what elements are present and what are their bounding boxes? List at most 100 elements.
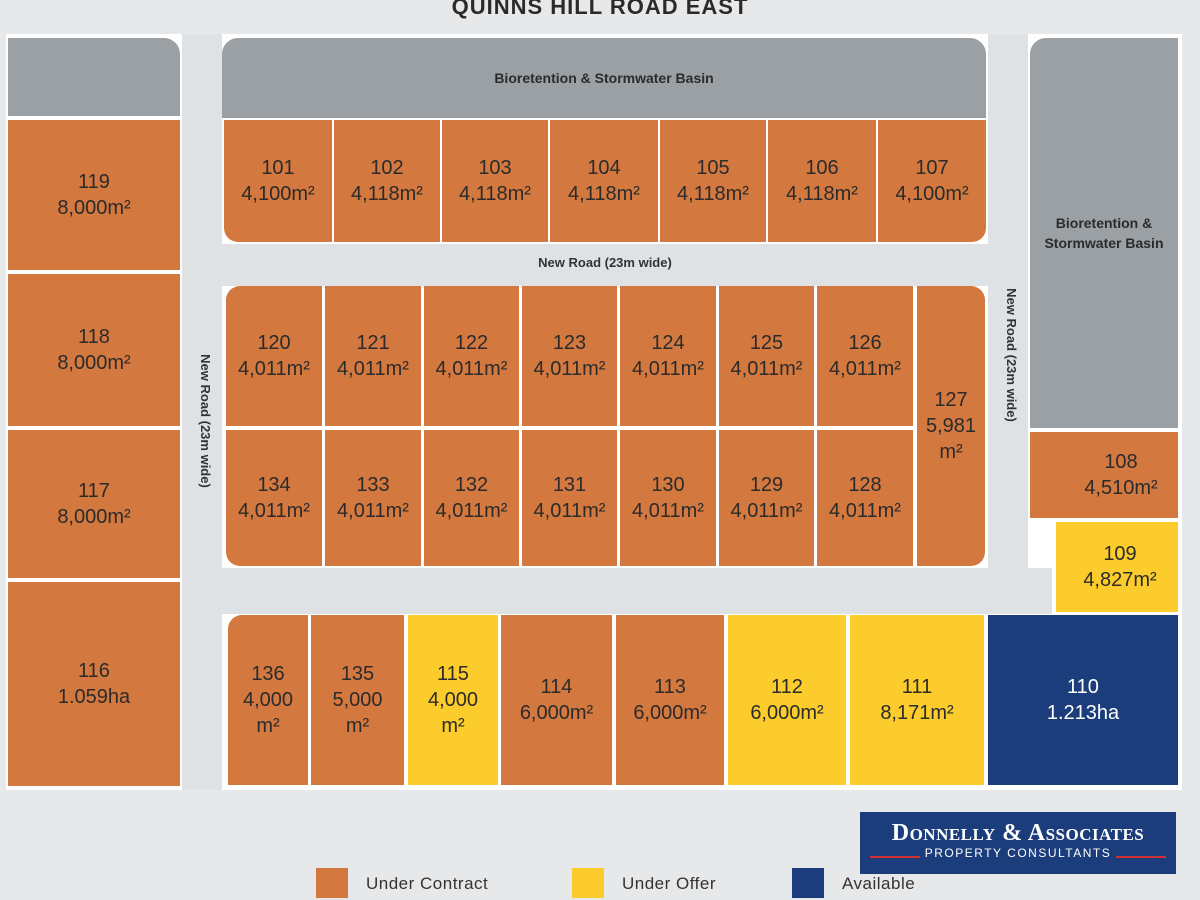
lot-123[interactable]: 123 4,011m² [522,286,617,426]
lot-area: 4,011m² [829,358,901,380]
lot-number: 113 [654,676,686,698]
legend-label-available: Available [842,874,916,893]
lot-number: 133 [356,474,390,496]
lot-124[interactable]: 124 4,011m² [620,286,716,426]
lot-number: 106 [805,157,839,179]
lot-number: 115 [437,663,469,685]
lot-area: 4,011m² [337,358,409,380]
lot-102[interactable]: 102 4,118m² [334,120,440,242]
logo-divider [1116,856,1166,858]
lot-area: 4,118m² [677,183,749,205]
lot-area: 4,011m² [730,358,803,380]
lot-number: 109 [1103,543,1137,565]
lot-130[interactable]: 130 4,011m² [620,430,716,566]
lot-number: 114 [540,676,573,698]
lot-number: 112 [771,676,803,698]
lot-number: 136 [251,663,285,685]
lot-area: 4,011m² [632,358,704,380]
lot-number: 134 [257,474,291,496]
lot-108[interactable]: 108 4,510m² [1030,432,1178,518]
lot-132[interactable]: 132 4,011m² [424,430,519,566]
lot-118[interactable]: 118 8,000m² [8,274,180,426]
lot-135[interactable]: 135 5,000 m² [311,615,404,785]
lot-116[interactable]: 116 1.059ha [8,582,180,786]
legend-swatch-under-offer [572,868,604,898]
lot-115[interactable]: 115 4,000 m² [408,615,498,785]
lot-number: 110 [1067,676,1099,698]
logo-divider [870,856,920,858]
logo-tagline: PROPERTY CONSULTANTS [924,846,1112,860]
stormwater-basin-right: Bioretention & Stormwater Basin [1030,38,1178,428]
company-logo: Donnelly & Associates PROPERTY CONSULTAN… [860,812,1176,874]
lot-area: 4,011m² [435,500,508,522]
lot-number: 108 [1104,451,1138,473]
lot-105[interactable]: 105 4,118m² [660,120,766,242]
road-network [182,244,1028,286]
lot-number: 132 [454,474,489,496]
lot-121[interactable]: 121 4,011m² [325,286,421,426]
lot-area: 5,981 m² [925,415,977,463]
lot-area: 5,000 m² [332,689,383,737]
lot-136[interactable]: 136 4,000 m² [228,615,308,785]
lot-number: 119 [78,171,110,193]
road-network [182,34,222,790]
lot-112[interactable]: 112 6,000m² [728,615,846,785]
lot-area: 4,118m² [568,183,640,205]
road-network [182,568,1052,614]
lot-117[interactable]: 117 8,000m² [8,430,180,578]
basin-label: Bioretention & Stormwater Basin [1044,215,1164,251]
lot-113[interactable]: 113 6,000m² [616,615,724,785]
lot-number: 101 [261,157,295,179]
lot-number: 126 [848,332,882,354]
lot-111[interactable]: 111 8,171m² [850,615,984,785]
lot-110[interactable]: 110 1.213ha [988,615,1178,785]
lot-number: 125 [749,332,784,354]
lot-125[interactable]: 125 4,011m² [719,286,814,426]
lot-area: 6,000m² [633,702,707,724]
lot-128[interactable]: 128 4,011m² [817,430,913,566]
lot-area: 4,118m² [459,183,531,205]
lot-area: 4,118m² [786,183,858,205]
lot-103[interactable]: 103 4,118m² [442,120,548,242]
lot-120[interactable]: 120 4,011m² [226,286,322,426]
lot-126[interactable]: 126 4,011m² [817,286,913,426]
road-label-left: New Road (23m wide) [198,354,213,488]
lot-109[interactable]: 109 4,827m² [1056,522,1178,612]
lot-area: 1.213ha [1046,702,1120,724]
legend-swatch-available [792,868,824,898]
lot-area: 4,011m² [730,500,803,522]
lot-area: 4,011m² [632,500,704,522]
lot-area: 4,510m² [1084,477,1158,499]
lot-129[interactable]: 129 4,011m² [719,430,814,566]
lot-134[interactable]: 134 4,011m² [226,430,322,566]
lot-number: 102 [370,157,404,179]
lot-number: 127 [934,389,968,411]
lot-122[interactable]: 122 4,011m² [424,286,519,426]
lot-127[interactable]: 127 5,981 m² [917,286,985,566]
lot-119[interactable]: 119 8,000m² [8,120,180,270]
basin-label: Bioretention & Stormwater Basin [494,70,714,86]
lot-number: 130 [651,474,685,496]
lot-number: 116 [78,660,110,682]
lot-number: 135 [340,663,375,685]
lot-area: 4,011m² [435,358,508,380]
lot-131[interactable]: 131 4,011m² [522,430,617,566]
road-network [988,34,1028,614]
lot-133[interactable]: 133 4,011m² [325,430,421,566]
lot-number: 105 [696,157,730,179]
lot-107[interactable]: 107 4,100m² [878,120,986,242]
legend-swatch-under-contract [316,868,348,898]
lot-number: 121 [356,332,390,354]
lot-114[interactable]: 114 6,000m² [501,615,612,785]
lot-area: 8,000m² [57,197,131,219]
lot-area: 4,011m² [337,500,409,522]
lot-104[interactable]: 104 4,118m² [550,120,658,242]
lot-101[interactable]: 101 4,100m² [224,120,332,242]
lot-number: 129 [749,474,784,496]
lot-number: 107 [915,157,949,179]
map-title: QUINNS HILL ROAD EAST [451,0,749,19]
lot-106[interactable]: 106 4,118m² [768,120,876,242]
lot-number: 120 [257,332,291,354]
lot-area: 1.059ha [57,686,131,708]
lot-area: 8,000m² [57,506,131,528]
